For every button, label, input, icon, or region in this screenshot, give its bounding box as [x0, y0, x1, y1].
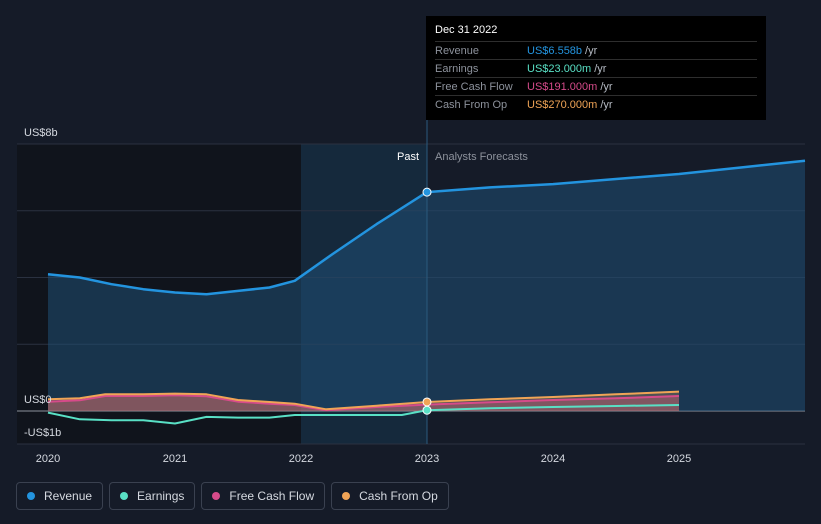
forecast-label: Analysts Forecasts [435, 151, 528, 163]
tooltip: Dec 31 2022 Revenue US$6.558b /yr Earnin… [426, 16, 766, 120]
x-tick-label: 2022 [289, 453, 313, 465]
legend-label: Free Cash Flow [229, 489, 315, 503]
tooltip-value: US$191.000m [527, 80, 598, 93]
tooltip-row-earnings: Earnings US$23.000m /yr [435, 59, 757, 77]
line-earnings-past [47, 409, 428, 425]
tooltip-label: Revenue [435, 44, 480, 57]
tooltip-row-free-cash-flow: Free Cash Flow US$191.000m /yr [435, 77, 757, 95]
legend-label: Earnings [137, 489, 185, 503]
legend-dot-icon [342, 492, 351, 500]
past-label: Past [397, 151, 419, 163]
tooltip-value: US$270.000m [527, 98, 598, 111]
tooltip-value: US$6.558b [527, 44, 583, 57]
legend-label: Revenue [44, 489, 93, 503]
line-cash-from-op-past [47, 392, 428, 411]
cursor-markers [422, 187, 432, 415]
tooltip-row-revenue: Revenue US$6.558b /yr [435, 41, 757, 59]
tooltip-unit: /yr [585, 44, 598, 57]
line-cash-from-op-forecast [426, 390, 680, 403]
legend-item-cash-from-op[interactable]: Cash From Op [331, 482, 449, 510]
legend-item-revenue[interactable]: Revenue [16, 482, 104, 510]
y-axis-ticks: US$8b US$0 -US$1b [24, 127, 61, 439]
line-earnings-forecast [426, 404, 680, 412]
series-lines [47, 159, 806, 425]
legend-dot-icon [120, 492, 129, 500]
tooltip-unit: /yr [594, 62, 607, 75]
marker-revenue [422, 187, 432, 197]
legend: Revenue Earnings Free Cash Flow Cash Fro… [16, 482, 449, 510]
tooltip-label: Cash From Op [435, 98, 508, 111]
y-tick-label: -US$1b [24, 427, 61, 439]
x-tick-label: 2023 [415, 453, 439, 465]
x-tick-label: 2020 [36, 453, 60, 465]
line-revenue-past [47, 191, 428, 296]
tooltip-unit: /yr [600, 98, 613, 111]
legend-dot-icon [27, 492, 35, 500]
tooltip-unit: /yr [600, 80, 613, 93]
line-free-cash-flow-past [47, 394, 428, 412]
line-free-cash-flow-forecast [426, 395, 680, 406]
x-tick-label: 2025 [667, 453, 691, 465]
tooltip-label: Earnings [435, 62, 479, 75]
line-revenue-forecast [426, 159, 806, 194]
legend-item-free-cash-flow[interactable]: Free Cash Flow [201, 482, 326, 510]
x-tick-label: 2024 [541, 453, 565, 465]
tooltip-row-cash-from-op: Cash From Op US$270.000m /yr [435, 95, 757, 113]
tooltip-label: Free Cash Flow [435, 80, 513, 93]
tooltip-value: US$23.000m [527, 62, 592, 75]
legend-item-earnings[interactable]: Earnings [109, 482, 196, 510]
x-tick-label: 2021 [163, 453, 187, 465]
y-tick-label: US$8b [24, 127, 58, 139]
legend-dot-icon [212, 492, 221, 500]
tooltip-date: Dec 31 2022 [435, 24, 498, 36]
y-tick-label: US$0 [24, 394, 52, 406]
marker-cash-from-op [422, 397, 432, 407]
marker-earnings [422, 405, 432, 415]
x-axis-ticks: 2020 2021 2022 2023 2024 2025 [36, 453, 691, 465]
legend-label: Cash From Op [359, 489, 438, 503]
